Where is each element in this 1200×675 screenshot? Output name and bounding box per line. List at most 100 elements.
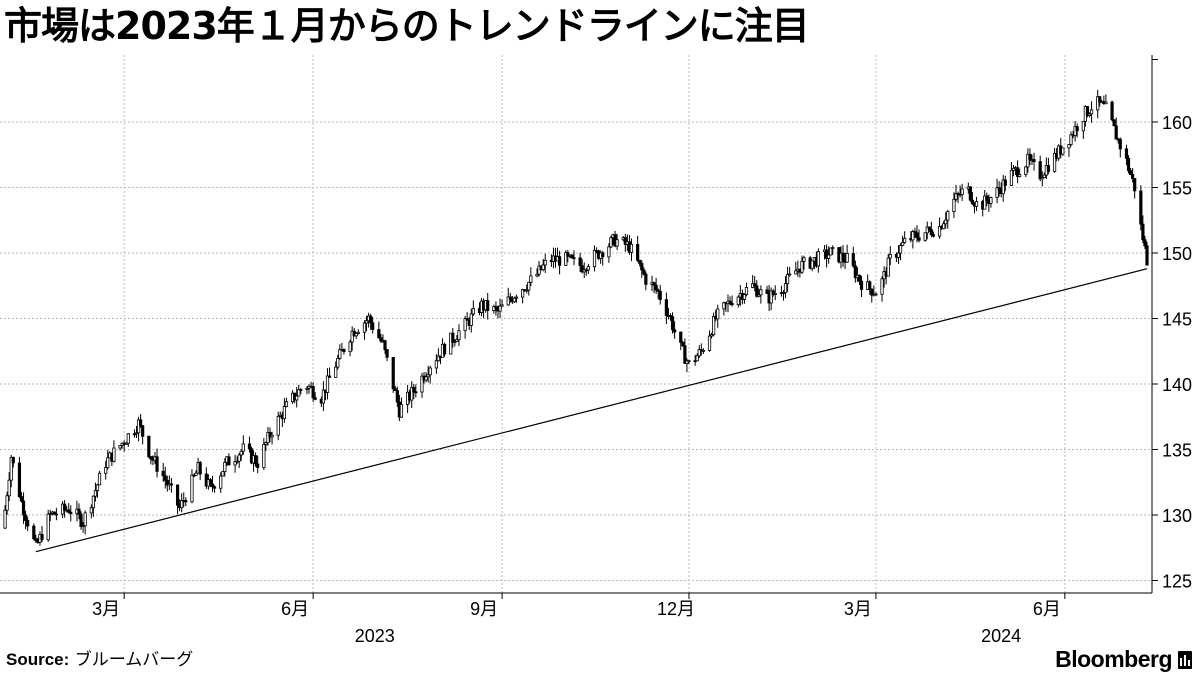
candle [810,260,814,272]
candle [492,304,496,314]
x-tick-label: 9月 [470,599,498,619]
candle [900,235,905,247]
candle [1104,94,1108,105]
candle-body [336,357,340,368]
candle [95,483,100,498]
candle [564,250,568,266]
candle-body [615,239,619,247]
candle-body [788,273,792,276]
candle [469,308,473,333]
y-tick-label: 135 [1162,441,1192,461]
candle [1087,112,1092,118]
candle [420,372,424,398]
candle [83,510,87,535]
candle [1024,165,1028,178]
y-tick-label: 145 [1162,310,1192,330]
candle-body [141,425,145,437]
y-tick-label: 125 [1162,572,1192,592]
candle [927,226,931,233]
candle [268,427,272,443]
candle-body [929,229,933,236]
candle-body [1087,113,1092,117]
candle-body [449,332,453,355]
candle [974,196,979,211]
candle [19,492,24,503]
candle [465,312,469,321]
candle-body [434,360,438,369]
candle-body [931,234,935,237]
candle-body [783,283,788,294]
candle-body [989,197,993,204]
candle [124,441,128,445]
candle [1133,178,1137,199]
candle [1040,171,1044,187]
candle-body [607,246,611,258]
candle-body [410,387,414,401]
candle-body [112,447,116,462]
candle-body [369,315,373,324]
candle-body [1128,170,1133,175]
candle-body [664,299,668,316]
candle-body [457,330,461,341]
candle-body [139,419,143,427]
candle-body [237,454,241,462]
candle [1042,172,1046,179]
candle-body [325,375,330,393]
y-tick-label: 130 [1162,506,1192,526]
candle-body [695,355,699,362]
candle [325,368,330,400]
candle [1052,147,1057,173]
candle-body [282,406,286,420]
candle-body [420,375,424,393]
candle-body [354,333,358,337]
candle [500,299,504,307]
y-tick-label: 140 [1162,375,1192,395]
candle-body [911,231,915,241]
candle [219,472,223,493]
candle-body [3,509,7,529]
candle-body [1112,119,1116,127]
candle [395,386,399,408]
candle [1018,168,1022,178]
candle [997,181,1001,197]
y-tick-label: 155 [1162,179,1192,199]
candle [736,295,740,308]
candle-body [77,508,81,515]
candle-body [644,273,648,285]
candle [313,392,317,401]
candle [859,275,864,297]
candle [946,209,950,229]
candle [874,292,878,296]
candle [77,503,81,520]
candle [11,456,15,468]
candle-body [1141,223,1145,241]
candle [779,285,784,297]
candle [52,511,56,515]
candle [336,354,340,370]
candle [233,454,237,473]
candle-body [687,360,691,363]
candle [1026,148,1030,173]
candle [161,463,165,482]
candle [26,516,30,532]
candle-body [239,450,243,456]
candle-body [527,281,531,291]
candle [1112,119,1116,127]
candle-body [34,538,38,542]
candle-body [640,262,644,271]
candle [592,245,597,272]
candle [136,416,141,442]
candle-body [83,512,87,527]
candle [687,359,691,364]
candle-body [1089,109,1094,115]
candle [48,509,52,522]
x-tick-label: 12月 [657,599,695,619]
candle-body [169,483,174,486]
candle [995,178,999,204]
candle-body [623,237,627,245]
candle-body [89,507,93,514]
candle-body [221,471,225,477]
candle-body [233,461,237,466]
candle [455,335,459,342]
candle-body [147,435,151,458]
